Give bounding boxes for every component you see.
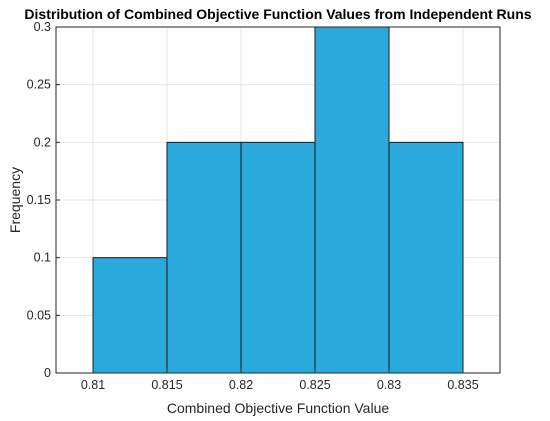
chart-title: Distribution of Combined Objective Funct… — [24, 6, 531, 22]
tick-layer: 0.81 0.815 0.82 0.825 0.83 0.835 0 0.05 0.1 0.15 0… — [27, 20, 479, 392]
x-tick-label: 0.835 — [447, 378, 478, 392]
y-tick-label: 0.2 — [34, 135, 51, 149]
x-tick-label: 0.825 — [299, 378, 330, 392]
y-tick-label: 0.1 — [34, 251, 51, 265]
bar-layer — [92, 26, 464, 374]
y-tick-label: 0.15 — [27, 193, 51, 207]
y-tick-label: 0.3 — [34, 20, 51, 34]
x-tick-label: 0.83 — [377, 378, 401, 392]
y-tick-label: 0.05 — [27, 308, 51, 322]
x-axis-label: Combined Objective Function Value — [167, 400, 390, 416]
y-tick-label: 0.25 — [27, 78, 51, 92]
x-tick-label: 0.815 — [151, 378, 182, 392]
histogram-bar — [166, 141, 242, 374]
histogram-bar — [240, 141, 316, 374]
histogram-bar — [92, 257, 168, 374]
x-tick-label: 0.82 — [229, 378, 253, 392]
x-tick-label: 0.81 — [81, 378, 105, 392]
y-tick-label: 0 — [44, 366, 51, 380]
histogram-bar — [314, 26, 390, 374]
histogram-bar — [388, 141, 464, 374]
y-axis-label: Frequency — [7, 167, 23, 233]
